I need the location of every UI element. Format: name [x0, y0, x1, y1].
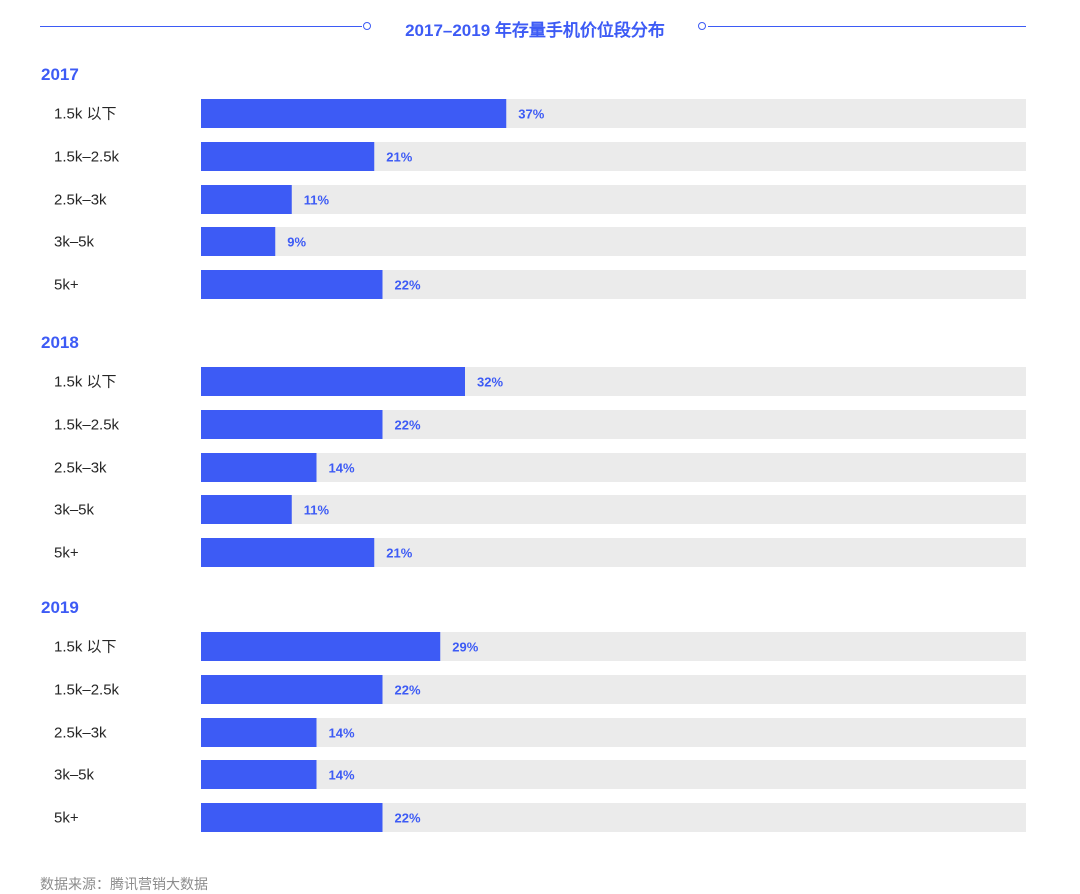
value-label: 29% — [452, 640, 478, 655]
title-dot-left-icon — [363, 22, 371, 30]
bar-2018-0 — [201, 367, 465, 396]
category-label: 1.5k–2.5k — [54, 682, 120, 699]
category-label: 2.5k–3k — [54, 192, 107, 209]
value-label: 22% — [395, 811, 421, 826]
value-label: 37% — [518, 107, 544, 122]
value-label: 14% — [329, 726, 355, 741]
group-label-2019: 2019 — [41, 598, 79, 617]
data-source-note: 数据来源：腾讯营销大数据 — [40, 876, 208, 892]
value-label: 14% — [329, 461, 355, 476]
bar-track — [201, 760, 1026, 789]
bar-chart: 2017 1.5k 以下 37% 1.5k–2.5k 21% 2.5k–3k 11% 3k–5… — [41, 65, 1026, 832]
category-label: 2.5k–3k — [54, 460, 107, 477]
category-label: 1.5k 以下 — [54, 106, 117, 123]
bar-2018-1 — [201, 410, 383, 439]
bar-track — [201, 718, 1026, 747]
bar-2017-1 — [201, 142, 375, 171]
chart-title-bar: 2017–2019 年存量手机价位段分布 — [40, 12, 1026, 42]
title-rule-left — [40, 26, 362, 27]
group-label-2018: 2018 — [41, 333, 79, 352]
bar-track — [201, 227, 1026, 256]
category-label: 3k–5k — [54, 767, 95, 784]
value-label: 32% — [477, 375, 503, 390]
bar-2017-0 — [201, 99, 507, 128]
bar-2017-2 — [201, 185, 292, 214]
value-label: 14% — [329, 768, 355, 783]
value-label: 22% — [395, 278, 421, 293]
bar-track — [201, 453, 1026, 482]
bar-track — [201, 495, 1026, 524]
value-label: 22% — [395, 683, 421, 698]
value-label: 21% — [386, 150, 412, 165]
category-label: 3k–5k — [54, 502, 95, 519]
category-label: 5k+ — [54, 277, 79, 294]
category-label: 5k+ — [54, 545, 79, 562]
category-label: 2.5k–3k — [54, 725, 107, 742]
group-label-2017: 2017 — [41, 65, 79, 84]
category-label: 3k–5k — [54, 234, 95, 251]
bar-2019-4 — [201, 803, 383, 832]
bar-2018-4 — [201, 538, 375, 567]
value-label: 9% — [287, 235, 306, 250]
title-rule-right — [708, 26, 1026, 27]
bar-track — [201, 185, 1026, 214]
chart-title: 2017–2019 年存量手机价位段分布 — [405, 21, 665, 40]
bar-2018-3 — [201, 495, 292, 524]
bar-2019-2 — [201, 718, 317, 747]
bar-2019-1 — [201, 675, 383, 704]
bar-2017-3 — [201, 227, 276, 256]
category-label: 1.5k 以下 — [54, 639, 117, 656]
value-label: 11% — [304, 503, 330, 518]
bar-2018-2 — [201, 453, 317, 482]
value-label: 22% — [395, 418, 421, 433]
bar-2019-3 — [201, 760, 317, 789]
category-label: 1.5k 以下 — [54, 374, 117, 391]
category-label: 1.5k–2.5k — [54, 417, 120, 434]
bar-2017-4 — [201, 270, 383, 299]
bar-2019-0 — [201, 632, 441, 661]
title-dot-right-icon — [698, 22, 706, 30]
value-label: 11% — [304, 193, 330, 208]
category-label: 1.5k–2.5k — [54, 149, 120, 166]
category-label: 5k+ — [54, 810, 79, 827]
value-label: 21% — [386, 546, 412, 561]
